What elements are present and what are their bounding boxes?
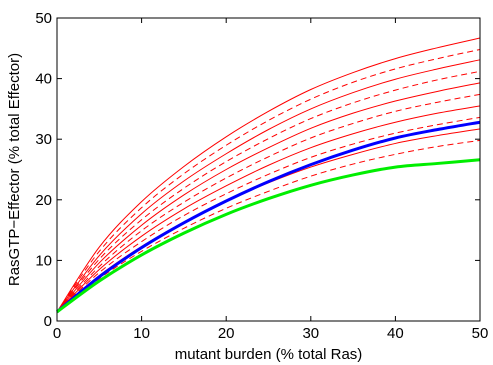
y-tick-label-1: 0 (44, 313, 52, 330)
x-tick-label-1: 0 (53, 325, 61, 342)
series-line-6 (56, 93, 481, 313)
series-line-10 (56, 139, 481, 313)
y-tick-label-3: 20 (35, 192, 52, 209)
series-line-4 (56, 70, 481, 313)
y-tick-label-2: 10 (35, 252, 52, 269)
series-line-11 (56, 120, 481, 314)
y-axis-label: RasGTP−Effector (% total Effector) (6, 53, 23, 286)
series-line-1 (56, 37, 481, 313)
series-line-5 (56, 82, 481, 313)
series-layer (56, 37, 481, 314)
series-line-8 (56, 116, 481, 313)
y-tick-label-6: 50 (35, 10, 52, 27)
y-tick-label-5: 40 (35, 71, 52, 88)
x-tick-label-6: 50 (472, 325, 489, 342)
series-line-2 (56, 49, 481, 313)
series-line-12 (56, 158, 481, 314)
x-tick-label-2: 10 (133, 325, 150, 342)
plot-area (57, 18, 480, 321)
x-tick-label-4: 30 (302, 325, 319, 342)
series-line-7 (56, 105, 481, 313)
x-tick-label-3: 20 (218, 325, 235, 342)
ticks-layer: 0 10 20 30 40 50 0 10 20 30 40 50 (35, 10, 488, 342)
x-axis-label: mutant burden (% total Ras) (175, 346, 363, 363)
series-line-3 (56, 59, 481, 313)
plot-frame (56, 17, 481, 322)
x-tick-label-5: 40 (387, 325, 404, 342)
y-tick-label-4: 30 (35, 131, 52, 148)
